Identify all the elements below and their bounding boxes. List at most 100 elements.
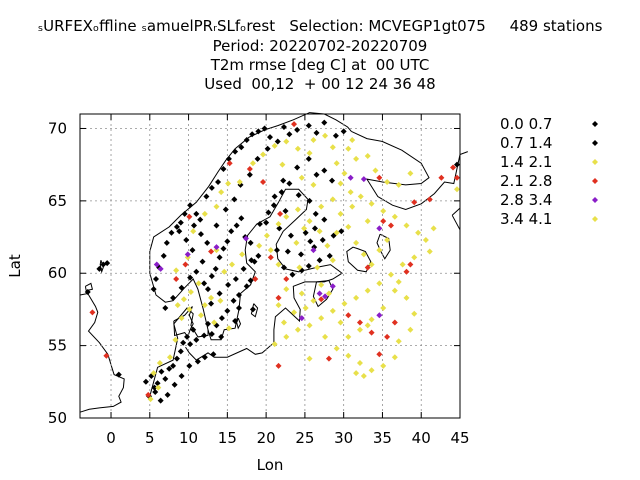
- station-point: [372, 167, 379, 174]
- station-point: [368, 200, 375, 207]
- station-point: [384, 236, 391, 243]
- station-point: [298, 251, 305, 258]
- station-point: [391, 213, 398, 220]
- station-point: [310, 137, 317, 144]
- station-point: [376, 247, 383, 254]
- coastline-path: [376, 233, 391, 260]
- x-tick-label: 30: [334, 429, 353, 447]
- station-point: [233, 222, 240, 229]
- station-point: [115, 371, 122, 378]
- coastline-path: [79, 292, 125, 413]
- station-point: [387, 271, 394, 278]
- station-point: [271, 193, 278, 200]
- station-point: [228, 228, 235, 235]
- station-point: [270, 202, 277, 209]
- station-point: [267, 134, 273, 141]
- station-point: [275, 302, 282, 309]
- station-point: [395, 181, 402, 188]
- station-point: [267, 254, 274, 261]
- station-point: [247, 277, 254, 284]
- station-point: [218, 315, 225, 322]
- station-point: [166, 365, 173, 372]
- station-point: [391, 319, 398, 326]
- station-point: [155, 384, 162, 391]
- station-point: [454, 161, 460, 168]
- station-point: [104, 260, 111, 267]
- station-point: [337, 319, 344, 326]
- station-point: [197, 231, 204, 238]
- station-point: [273, 247, 280, 254]
- station-point: [210, 351, 217, 358]
- station-point: [321, 119, 328, 126]
- station-point: [353, 294, 360, 301]
- station-point: [267, 247, 274, 254]
- station-point: [279, 161, 286, 168]
- chart-title-experiment: ₛURFEXₒffline ₛamuelPRᵣSLfₒrest Selectio…: [37, 17, 603, 35]
- station-point: [215, 179, 222, 186]
- grid: [80, 114, 460, 418]
- station-point: [247, 239, 254, 246]
- station-point: [364, 152, 371, 159]
- x-tick-label: 20: [257, 429, 276, 447]
- x-tick-label: 5: [145, 429, 155, 447]
- station-point: [168, 229, 175, 236]
- station-point: [403, 268, 410, 275]
- station-point: [180, 296, 187, 303]
- station-point: [208, 300, 215, 307]
- station-point: [345, 145, 352, 152]
- station-point: [337, 210, 344, 217]
- station-point: [182, 261, 189, 268]
- station-point: [340, 128, 347, 135]
- station-point: [387, 222, 394, 229]
- station-point: [232, 276, 239, 283]
- station-point: [199, 258, 206, 265]
- station-point: [310, 297, 317, 304]
- station-point: [274, 138, 281, 145]
- station-point: [166, 354, 173, 361]
- station-point: [310, 181, 317, 188]
- station-point: [156, 359, 163, 366]
- station-point: [298, 315, 305, 322]
- station-point: [280, 124, 287, 131]
- station-point: [145, 391, 152, 398]
- legend-marker: [592, 197, 598, 203]
- station-point: [225, 155, 232, 162]
- station-point: [157, 265, 164, 272]
- station-point: [254, 155, 261, 162]
- y-tick-label: 60: [48, 264, 67, 282]
- station-point: [380, 362, 387, 369]
- station-point: [357, 193, 364, 200]
- station-point: [276, 225, 283, 232]
- station-point: [356, 326, 363, 333]
- station-point: [329, 257, 336, 264]
- station-point: [407, 170, 414, 177]
- station-point: [411, 310, 418, 317]
- station-point: [186, 213, 193, 220]
- station-point: [376, 225, 383, 232]
- station-point: [321, 167, 328, 174]
- station-point: [329, 177, 336, 184]
- station-point: [395, 338, 402, 345]
- station-point: [312, 210, 319, 217]
- station-points: [84, 119, 460, 404]
- station-point: [225, 325, 232, 332]
- station-point: [243, 283, 250, 290]
- station-point: [243, 137, 250, 144]
- x-tick-label: 40: [412, 429, 431, 447]
- station-point: [201, 332, 208, 339]
- station-point: [151, 384, 158, 391]
- station-point: [283, 276, 290, 283]
- station-point: [349, 137, 356, 144]
- station-point: [291, 121, 298, 128]
- station-point: [163, 239, 170, 246]
- station-point: [283, 213, 290, 220]
- station-point: [147, 396, 154, 403]
- station-point: [157, 397, 164, 404]
- station-point: [325, 290, 332, 297]
- station-point: [249, 160, 256, 167]
- station-point: [208, 294, 215, 301]
- station-point: [364, 322, 371, 329]
- station-point: [255, 252, 262, 259]
- station-point: [341, 170, 348, 177]
